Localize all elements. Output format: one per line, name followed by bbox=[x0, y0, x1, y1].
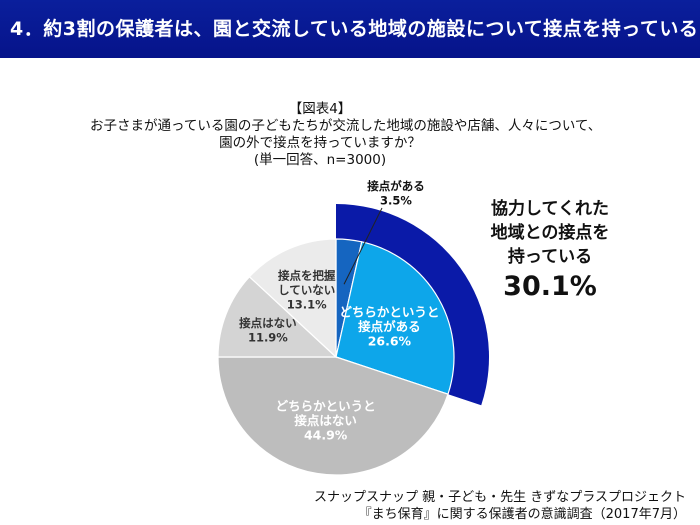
highlight-line-2: 地域との接点を bbox=[490, 223, 610, 243]
question-line-2: 園の外で接点を持っていますか？ bbox=[219, 135, 421, 151]
highlight-value: 30.1% bbox=[503, 271, 597, 302]
pie-slice-1 bbox=[335, 241, 455, 395]
figure-label: 【図表4】 bbox=[288, 101, 352, 117]
slice-2-value-label: 44.9% bbox=[304, 428, 348, 443]
question-line-1: お子さまが通っている園の子どもたちが交流した地域の施設や店舗、人々について、 bbox=[90, 118, 602, 134]
slice-3-value-label: 11.9% bbox=[248, 331, 288, 345]
slice-4-label-line-0: 接点を把握 bbox=[278, 268, 336, 282]
slice-0-label-line-0: 接点がある bbox=[367, 179, 425, 193]
slice-4-value-label: 13.1% bbox=[287, 297, 327, 311]
header-bar: 4．約3割の保護者は、園と交流している地域の施設について接点を持っている bbox=[0, 0, 700, 58]
slice-1-label-line-0: どちらかというと bbox=[339, 304, 439, 319]
slice-1-label-line-1: 接点がある bbox=[358, 319, 421, 334]
slice-2-label-line-1: 接点はない bbox=[294, 413, 357, 428]
sample-note: (単一回答、n=3000) bbox=[253, 152, 387, 168]
pie-slice-3 bbox=[217, 275, 338, 358]
slice-1-value-label: 26.6% bbox=[368, 333, 412, 348]
slice-2-label-line-0: どちらかというと bbox=[276, 399, 376, 414]
source-line-1: スナップスナップ 親・子ども・先生 きずなプラスプロジェクト bbox=[313, 490, 686, 505]
page-title: 4．約3割の保護者は、園と交流している地域の施設について接点を持っている bbox=[10, 18, 699, 40]
highlight-line-1: 協力してくれた bbox=[491, 199, 609, 219]
pie-slice-4 bbox=[248, 238, 337, 359]
highlight-callout: 協力してくれた 地域との接点を 持っている 30.1% bbox=[465, 197, 635, 303]
pie-slice-2 bbox=[217, 356, 449, 476]
slice-4-label-line-1: していない bbox=[278, 283, 335, 297]
source-line-2: 『まち保育』に関する保護者の意識調査（2017年7月） bbox=[358, 507, 686, 522]
slice-3-label-line-0: 接点はない bbox=[239, 316, 297, 330]
leader-line bbox=[343, 207, 383, 285]
highlight-line-3: 持っている bbox=[507, 247, 593, 267]
slice-0-value-label: 3.5% bbox=[380, 194, 412, 208]
